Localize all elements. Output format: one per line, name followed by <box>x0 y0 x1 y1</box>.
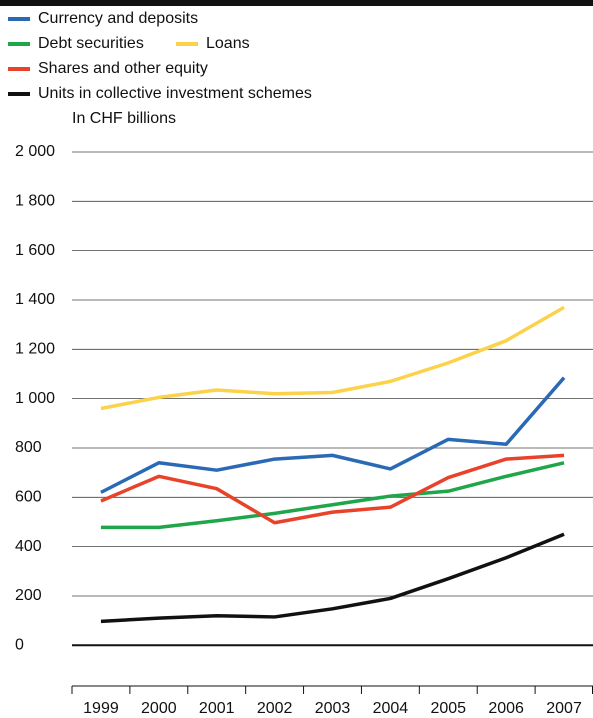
y-axis-label: In CHF billions <box>72 110 176 127</box>
top-bar <box>0 0 593 6</box>
series-line <box>100 532 565 624</box>
x-tick-label: 1999 <box>83 700 119 717</box>
y-tick-label: 0 <box>15 637 24 654</box>
x-tick-label: 2007 <box>546 700 582 717</box>
y-tick-label: 1 000 <box>15 390 55 407</box>
legend-label: Currency and deposits <box>38 10 198 27</box>
x-tick-label: 2003 <box>315 700 351 717</box>
legend-label: Debt securities <box>38 35 144 52</box>
y-tick-label: 400 <box>15 538 42 555</box>
legend-label: Shares and other equity <box>38 60 208 77</box>
y-tick-label: 200 <box>15 587 42 604</box>
series-line <box>100 453 565 525</box>
y-tick-label: 1 600 <box>15 242 55 259</box>
x-tick-label: 2005 <box>430 700 466 717</box>
x-tick-label: 2002 <box>257 700 293 717</box>
y-tick-label: 800 <box>15 439 42 456</box>
y-tick-label: 1 200 <box>15 341 55 358</box>
x-tick-label: 2000 <box>141 700 177 717</box>
series-line <box>100 305 565 411</box>
x-tick-label: 2004 <box>373 700 409 717</box>
legend-label: Units in collective investment schemes <box>38 85 312 102</box>
x-tick-label: 2001 <box>199 700 235 717</box>
series-line <box>100 461 565 530</box>
y-tick-label: 1 800 <box>15 193 55 210</box>
x-tick-label: 2006 <box>488 700 524 717</box>
y-tick-label: 600 <box>15 489 42 506</box>
y-tick-label: 1 400 <box>15 291 55 308</box>
series-line <box>100 376 566 494</box>
legend-label: Loans <box>206 35 250 52</box>
y-tick-label: 2 000 <box>15 143 55 160</box>
